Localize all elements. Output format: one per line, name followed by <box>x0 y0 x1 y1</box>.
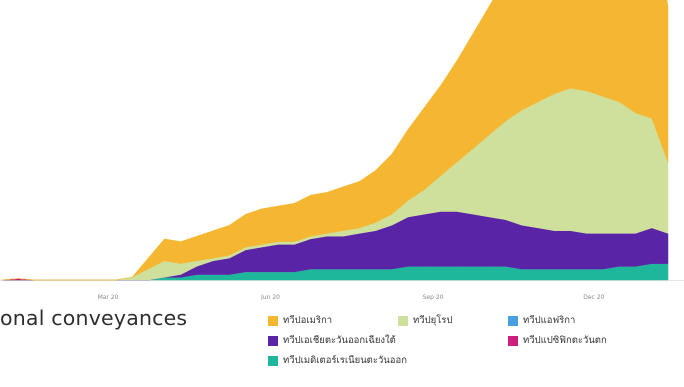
legend-label: ทวีปยุโรป <box>413 315 453 326</box>
chart-caption: onal conveyances <box>0 306 188 330</box>
stacked-area-chart: Mar 20 Jun 20 Sep 20 Dec 20 <box>0 0 684 300</box>
x-tick-label-dec-20: Dec 20 <box>583 294 604 300</box>
legend-label: ทวีปอเมริกา <box>283 315 333 326</box>
x-tick-label-jun-20: Jun 20 <box>260 294 280 300</box>
area-series-group <box>1 0 669 281</box>
legend-label: ทวีปเมดิเตอร์เรเนียนตะวันออก <box>283 355 407 366</box>
x-tick-label-mar-20: Mar 20 <box>98 294 119 300</box>
x-tick-label-sep-20: Sep 20 <box>423 294 444 300</box>
legend-item-6: ทวีปเมดิเตอร์เรเนียนตะวันออก <box>268 353 407 368</box>
x-axis-ticks: Mar 20 Jun 20 Sep 20 Dec 20 <box>98 294 605 300</box>
legend-item-2: ทวีปยุโรป <box>398 313 452 328</box>
legend-label: ทวีปแอฟริกา <box>523 315 576 326</box>
legend-item-5: ทวีปแปซิฟิกตะวันตก <box>508 333 607 348</box>
legend-swatch <box>398 315 408 326</box>
legend-item-4: ทวีปเอเชียตะวันออกเฉียงใต้ <box>268 333 396 348</box>
area-series-6 <box>1 0 669 281</box>
legend-swatch <box>268 315 278 326</box>
legend-swatch <box>508 335 518 346</box>
chart-legend: ทวีปอเมริกา ทวีปยุโรป ทวีปแอฟริกาทวีปเอเชี… <box>268 313 680 385</box>
legend-swatch <box>268 355 278 366</box>
legend-item-3: ทวีปแอฟริกา <box>508 313 575 328</box>
legend-label: ทวีปแปซิฟิกตะวันตก <box>523 335 607 346</box>
legend-label: ทวีปเอเชียตะวันออกเฉียงใต้ <box>283 335 396 346</box>
legend-item-1: ทวีปอเมริกา <box>268 313 332 328</box>
legend-swatch <box>508 315 518 326</box>
legend-swatch <box>268 335 278 346</box>
